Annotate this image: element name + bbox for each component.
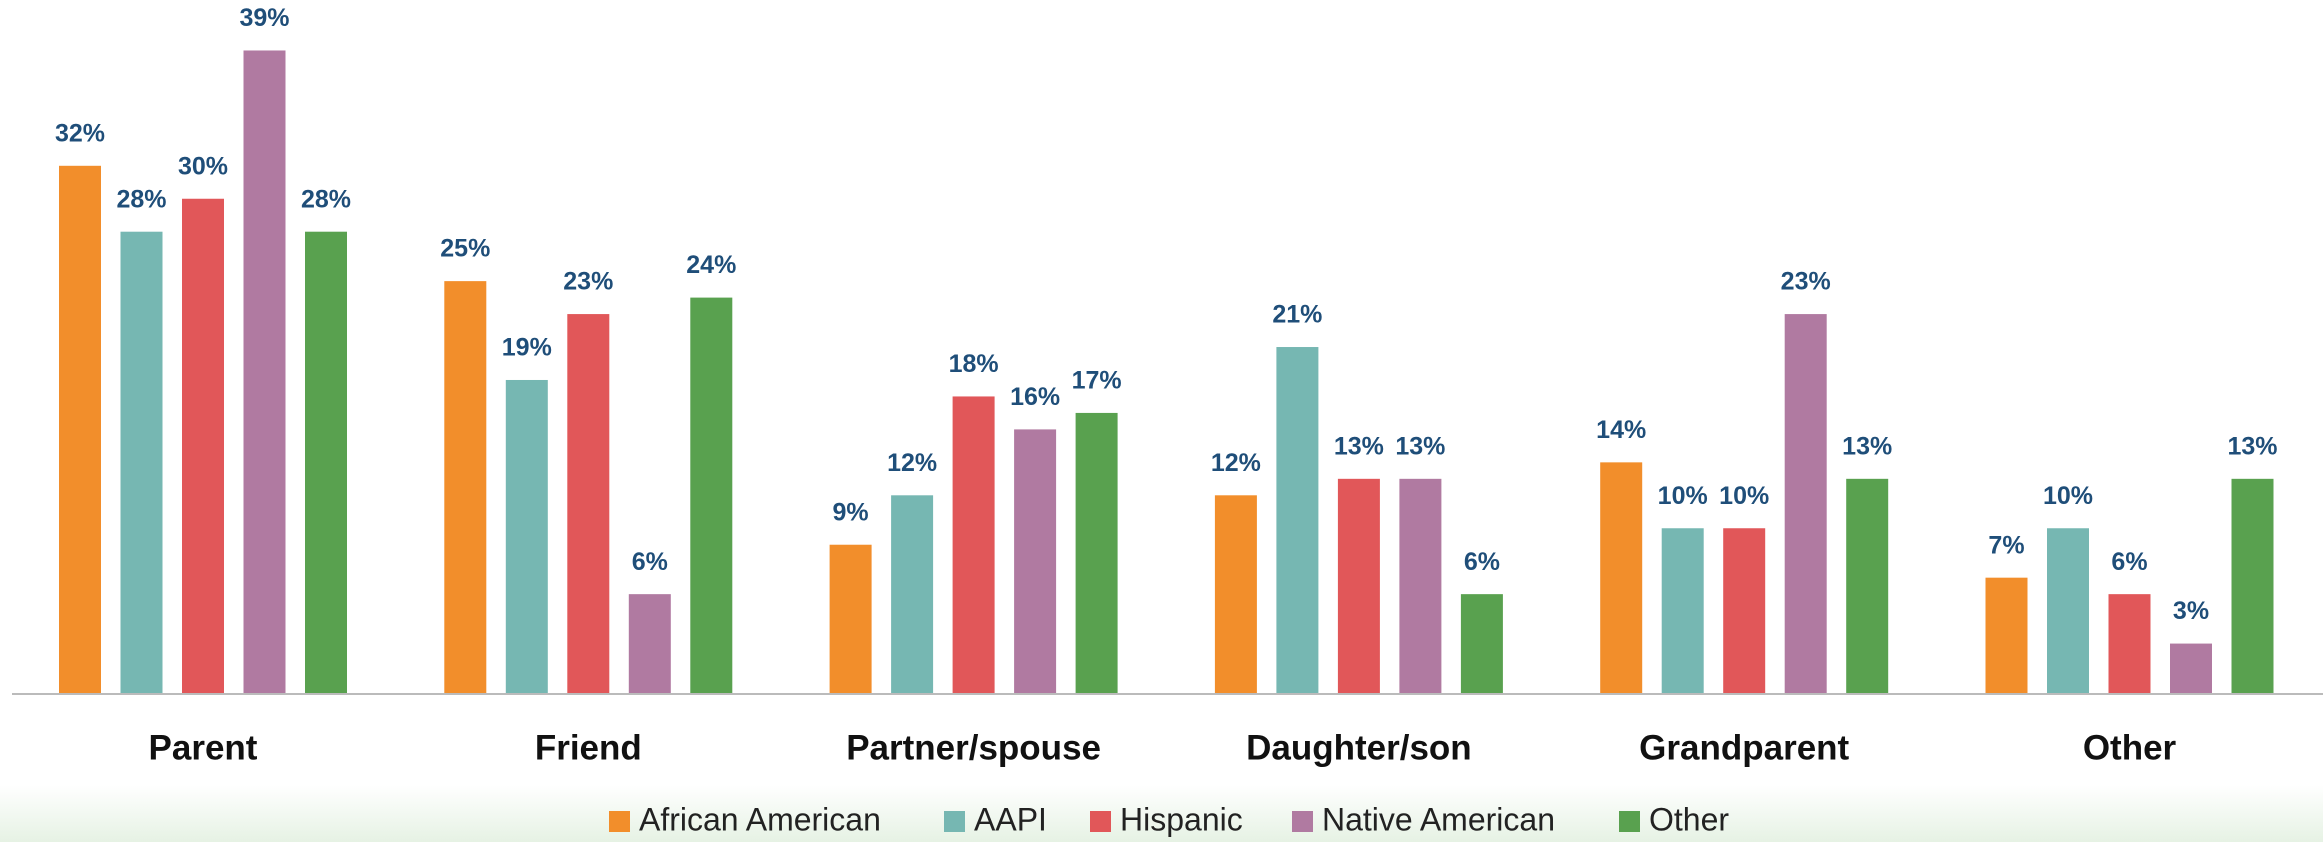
data-label: 9% xyxy=(833,498,869,526)
data-label: 23% xyxy=(563,268,613,296)
legend-label: Native American xyxy=(1322,801,1555,837)
x-tick-label: Other xyxy=(2083,728,2177,767)
data-label: 24% xyxy=(686,251,736,279)
bar xyxy=(1399,478,1442,693)
x-tick-label: Friend xyxy=(535,728,642,767)
bar xyxy=(628,594,671,693)
data-label: 28% xyxy=(116,185,166,213)
x-tick-label: Grandparent xyxy=(1639,728,1849,767)
legend-label: African American xyxy=(639,801,881,837)
legend-swatch xyxy=(1619,811,1640,832)
bar xyxy=(1723,528,1766,693)
data-label: 13% xyxy=(1334,432,1384,460)
bar xyxy=(1600,462,1643,693)
bar xyxy=(243,50,286,694)
bar xyxy=(305,231,347,693)
bar xyxy=(891,495,934,693)
bar xyxy=(1661,528,1704,693)
bar xyxy=(182,198,224,693)
bar xyxy=(1846,478,1889,693)
data-label: 12% xyxy=(1211,449,1261,477)
data-label: 7% xyxy=(1988,531,2024,559)
bar xyxy=(829,544,872,693)
data-label: 25% xyxy=(440,235,490,263)
bar xyxy=(1276,347,1319,693)
bar xyxy=(1460,594,1503,693)
bar xyxy=(1014,429,1057,693)
bar xyxy=(1214,495,1257,693)
bar xyxy=(690,297,733,693)
bar xyxy=(59,165,101,694)
legend-swatch xyxy=(1090,811,1111,832)
data-label: 6% xyxy=(632,548,668,576)
data-label: 14% xyxy=(1596,416,1646,444)
data-label: 13% xyxy=(1842,432,1892,460)
legend-label: Hispanic xyxy=(1120,801,1243,837)
legend-label: AAPI xyxy=(974,801,1047,837)
data-label: 12% xyxy=(887,449,937,477)
data-label: 13% xyxy=(2227,432,2277,460)
footer-band xyxy=(0,785,2323,842)
bar xyxy=(505,379,548,693)
bar xyxy=(567,314,610,693)
bar xyxy=(1784,314,1827,693)
data-label: 10% xyxy=(2043,482,2093,510)
data-label: 10% xyxy=(1719,482,1769,510)
data-label: 10% xyxy=(1658,482,1708,510)
data-label: 6% xyxy=(1464,548,1500,576)
legend-swatch xyxy=(944,811,965,832)
data-label: 13% xyxy=(1395,432,1445,460)
bar xyxy=(952,396,995,693)
legend-swatch xyxy=(1292,811,1313,832)
data-label: 17% xyxy=(1072,367,1122,395)
bar xyxy=(2170,643,2212,693)
data-label: 6% xyxy=(2111,548,2147,576)
bar xyxy=(120,231,163,693)
bar xyxy=(1075,412,1118,693)
bar xyxy=(2108,594,2151,693)
data-label: 16% xyxy=(1010,383,1060,411)
bar xyxy=(1985,577,2028,693)
data-label: 19% xyxy=(502,334,552,362)
legend-swatch xyxy=(609,811,630,832)
data-label: 21% xyxy=(1272,301,1322,329)
data-label: 32% xyxy=(55,119,105,147)
bar xyxy=(2047,528,2089,693)
data-label: 30% xyxy=(178,152,228,180)
x-tick-label: Daughter/son xyxy=(1246,728,1472,767)
bar xyxy=(444,281,487,693)
bar xyxy=(1337,478,1380,693)
data-label: 28% xyxy=(301,185,351,213)
data-label: 39% xyxy=(239,4,289,32)
data-label: 23% xyxy=(1781,268,1831,296)
data-label: 3% xyxy=(2173,597,2209,625)
bar xyxy=(2231,478,2274,693)
data-label: 18% xyxy=(949,350,999,378)
x-tick-label: Partner/spouse xyxy=(846,728,1101,767)
legend-label: Other xyxy=(1649,801,1729,837)
x-tick-label: Parent xyxy=(149,728,258,767)
